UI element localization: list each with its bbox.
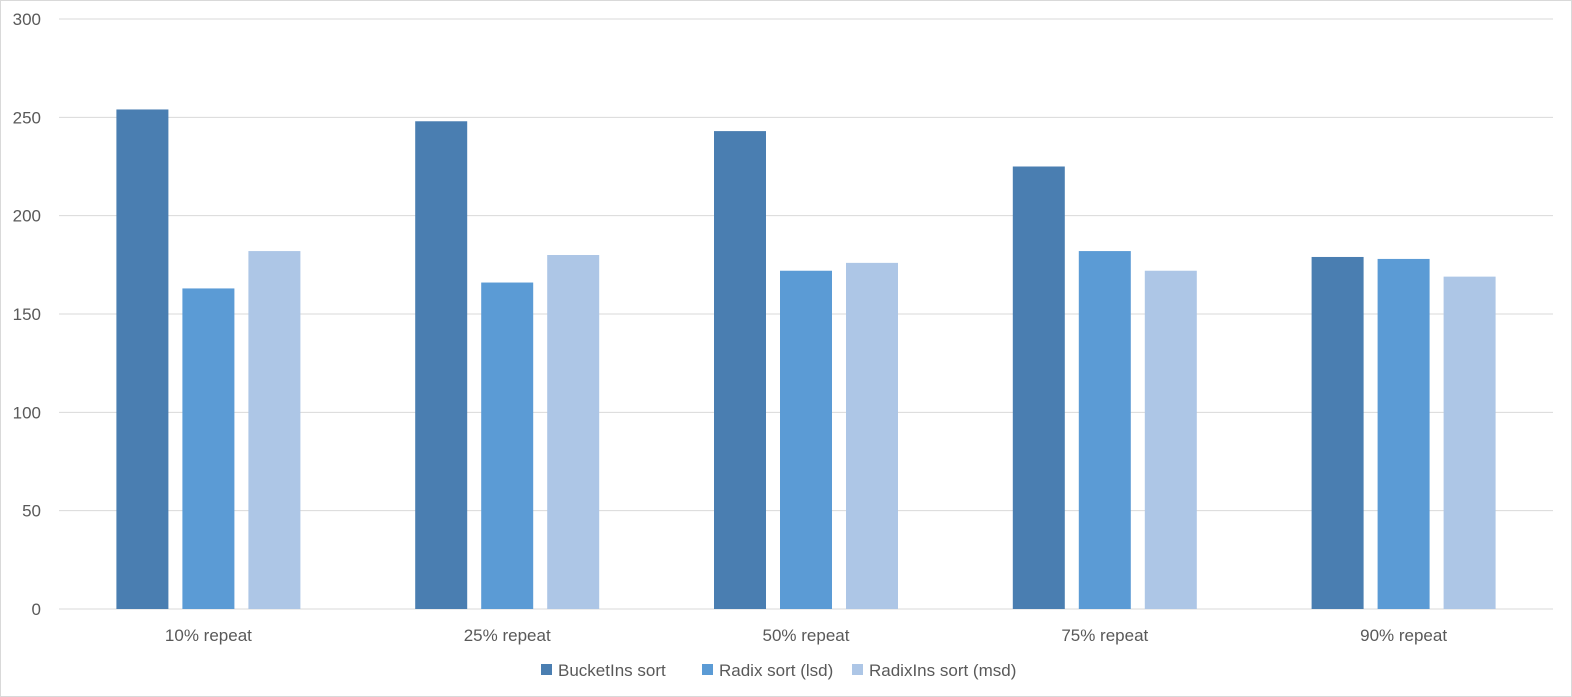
bar xyxy=(1311,256,1364,609)
y-tick-label: 150 xyxy=(13,305,41,324)
legend-label: BucketIns sort xyxy=(558,661,666,680)
y-tick-label: 50 xyxy=(22,502,41,521)
legend-swatch xyxy=(852,664,863,675)
y-tick-label: 300 xyxy=(13,10,41,29)
legend: BucketIns sort Radix sort (lsd) RadixIns s… xyxy=(541,661,1016,680)
y-tick-label: 250 xyxy=(13,108,41,127)
bar xyxy=(1144,270,1197,609)
bar xyxy=(780,270,832,609)
x-tick-label: 75% repeat xyxy=(1061,626,1148,645)
bar xyxy=(846,262,898,609)
bar xyxy=(1078,251,1131,610)
x-tick-label: 90% repeat xyxy=(1360,626,1447,645)
bar xyxy=(415,121,468,610)
bar xyxy=(1012,166,1065,609)
y-tick-label: 200 xyxy=(13,207,41,226)
bar xyxy=(547,255,600,609)
y-axis-ticks: 0 50 100 150 200 250 300 xyxy=(13,10,41,619)
legend-swatch xyxy=(541,664,552,675)
bar xyxy=(714,131,766,609)
x-tick-label: 25% repeat xyxy=(464,626,551,645)
bars xyxy=(116,109,1496,610)
bar xyxy=(182,288,235,609)
legend-label: RadixIns sort (msd) xyxy=(869,661,1016,680)
y-tick-label: 0 xyxy=(32,600,41,619)
x-axis-ticks: 10% repeat 25% repeat 50% repeat 75% repeat… xyxy=(165,626,1447,645)
bar xyxy=(1377,258,1430,609)
x-tick-label: 10% repeat xyxy=(165,626,252,645)
bar xyxy=(481,282,534,609)
bar xyxy=(116,109,169,609)
x-tick-label: 50% repeat xyxy=(763,626,850,645)
legend-label: Radix sort (lsd) xyxy=(719,661,833,680)
bar xyxy=(248,251,301,610)
y-tick-label: 100 xyxy=(13,403,41,422)
bar xyxy=(1443,276,1496,609)
legend-swatch xyxy=(702,664,713,675)
